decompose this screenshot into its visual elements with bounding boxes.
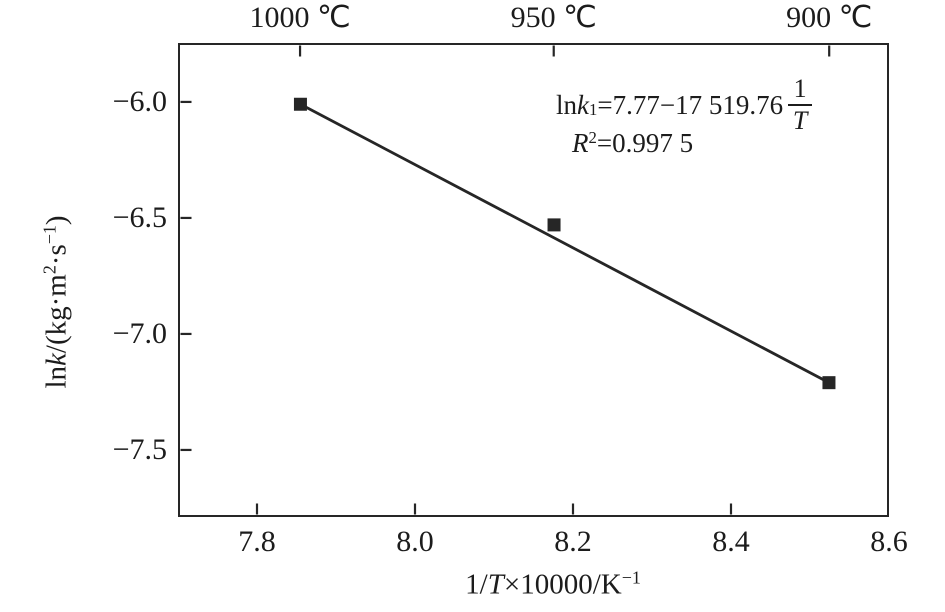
data-point-marker xyxy=(821,375,835,389)
equation-ln-text: ln xyxy=(556,89,578,120)
fraction-bar xyxy=(788,103,813,107)
equation-k-subscript: 1 xyxy=(589,99,598,119)
y-title-k-symbol: k xyxy=(40,353,73,366)
y-tick-label: −7.0 xyxy=(112,316,167,350)
x-title-t-symbol: T xyxy=(487,568,504,601)
y-tick-label: −7.5 xyxy=(112,432,167,466)
plot-area: ln k 1 =7.77−17 519.76 1 T R2=0.997 5 xyxy=(178,43,889,517)
equation-fraction: 1 T xyxy=(788,73,813,136)
x-title-scale: ×10000/K xyxy=(503,568,622,601)
x-tick-label: 8.0 xyxy=(396,525,434,558)
x-tick-label: 8.4 xyxy=(712,525,750,558)
fit-equation: ln k 1 =7.77−17 519.76 1 T xyxy=(556,73,813,136)
plot-canvas xyxy=(180,45,835,514)
fraction-numerator: 1 xyxy=(793,73,807,103)
r-symbol: R xyxy=(572,128,589,158)
y-title-sup-2: 2 xyxy=(39,265,60,275)
y-tick-label: −6.0 xyxy=(112,84,167,118)
r-value-text: =0.997 5 xyxy=(596,128,694,158)
x-tick-label: 7.8 xyxy=(238,525,276,558)
top-axis-temperature-label: 900 ℃ xyxy=(786,1,873,34)
x-tick-label: 8.2 xyxy=(554,525,592,558)
r-superscript: 2 xyxy=(588,127,597,147)
y-title-ln: ln xyxy=(40,365,73,389)
x-tick-label: 8.6 xyxy=(870,525,908,558)
y-axis-title: lnk/(kg·m2·s−1) xyxy=(39,215,74,389)
equation-annotation: ln k 1 =7.77−17 519.76 1 T R2=0.997 5 xyxy=(556,73,813,161)
data-point-marker xyxy=(547,217,561,231)
y-title-sup-minus1: −1 xyxy=(39,225,60,245)
top-axis-temperature-label: 950 ℃ xyxy=(510,1,597,34)
equation-body-text: =7.77−17 519.76 xyxy=(597,89,784,120)
x-title-one-over: 1/ xyxy=(465,568,488,601)
y-title-close-paren: ) xyxy=(40,215,73,226)
y-tick-label: −6.5 xyxy=(112,200,167,234)
data-point-marker xyxy=(293,97,307,111)
x-axis-title: 1/T×10000/K−1 xyxy=(465,567,641,602)
y-title-units-1: /(kg·m xyxy=(40,274,73,354)
x-title-sup-minus1: −1 xyxy=(621,567,641,588)
equation-k-symbol: k xyxy=(577,89,589,120)
top-axis-temperature-label: 1000 ℃ xyxy=(249,1,351,34)
y-title-units-2: ·s xyxy=(40,244,73,266)
fraction-denominator: T xyxy=(792,106,808,136)
r-squared-value: R2=0.997 5 xyxy=(556,127,812,161)
